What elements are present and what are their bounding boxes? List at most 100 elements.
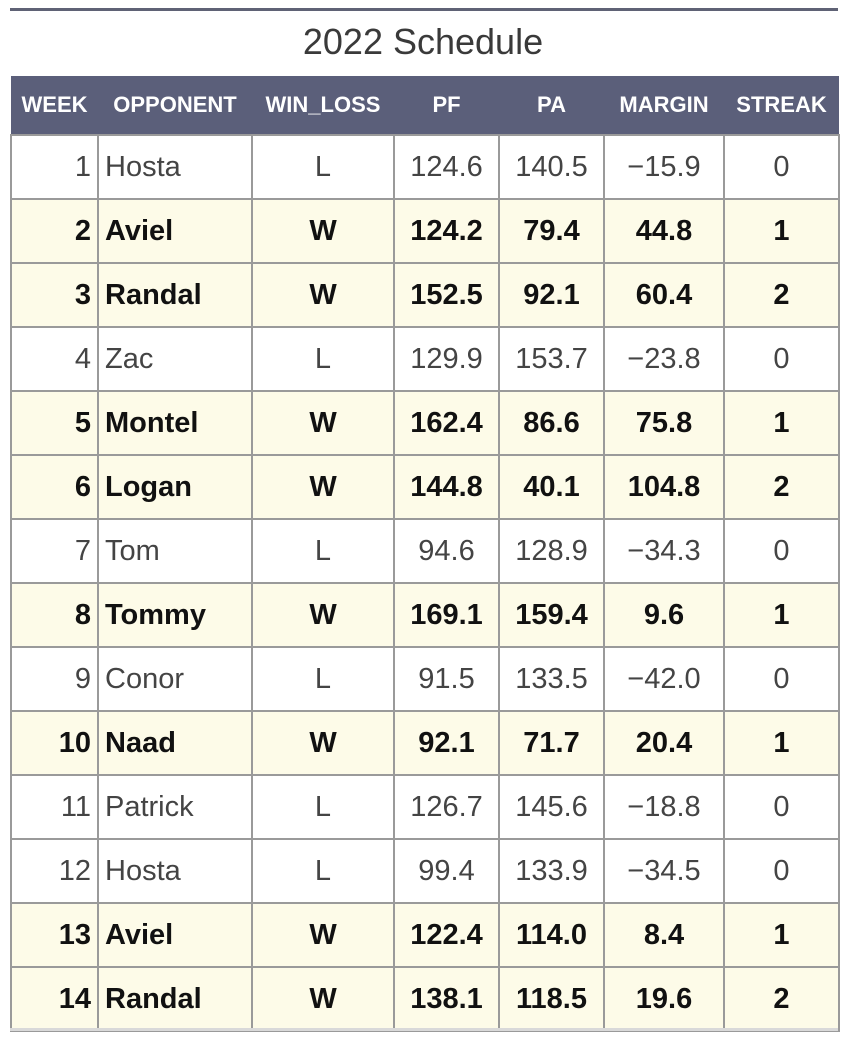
- pa-cell: 118.5: [498, 966, 605, 1032]
- pf-cell: 124.6: [393, 134, 500, 200]
- opponent-cell: Randal: [97, 966, 253, 1032]
- pa-cell: 133.5: [498, 646, 605, 712]
- margin-cell: −34.3: [603, 518, 725, 584]
- week-cell: 5: [10, 390, 99, 456]
- column-header-pa[interactable]: PA: [499, 76, 604, 135]
- margin-cell: −34.5: [603, 838, 725, 904]
- margin-cell: −42.0: [603, 646, 725, 712]
- week-cell: 2: [10, 198, 99, 264]
- bottom-divider: [10, 1028, 838, 1031]
- table-row: 2 Aviel W 124.2 79.4 44.8 1: [10, 198, 840, 264]
- margin-cell: 19.6: [603, 966, 725, 1032]
- streak-cell: 1: [723, 390, 840, 456]
- pa-cell: 159.4: [498, 582, 605, 648]
- streak-cell: 0: [723, 326, 840, 392]
- win-loss-cell: L: [251, 838, 395, 904]
- opponent-cell: Randal: [97, 262, 253, 328]
- win-loss-cell: W: [251, 710, 395, 776]
- opponent-cell: Montel: [97, 390, 253, 456]
- pf-cell: 138.1: [393, 966, 500, 1032]
- opponent-cell: Hosta: [97, 134, 253, 200]
- pa-cell: 128.9: [498, 518, 605, 584]
- win-loss-cell: W: [251, 390, 395, 456]
- win-loss-cell: W: [251, 198, 395, 264]
- pa-cell: 71.7: [498, 710, 605, 776]
- column-header-margin[interactable]: MARGIN: [604, 76, 724, 135]
- pa-cell: 92.1: [498, 262, 605, 328]
- table-row: 3 Randal W 152.5 92.1 60.4 2: [10, 262, 840, 328]
- streak-cell: 0: [723, 646, 840, 712]
- pf-cell: 129.9: [393, 326, 500, 392]
- streak-cell: 2: [723, 262, 840, 328]
- margin-cell: −18.8: [603, 774, 725, 840]
- table-row: 5 Montel W 162.4 86.6 75.8 1: [10, 390, 840, 456]
- win-loss-cell: L: [251, 518, 395, 584]
- table-row: 7 Tom L 94.6 128.9 −34.3 0: [10, 518, 840, 584]
- pf-cell: 144.8: [393, 454, 500, 520]
- table-row: 11 Patrick L 126.7 145.6 −18.8 0: [10, 774, 840, 840]
- pf-cell: 92.1: [393, 710, 500, 776]
- win-loss-cell: W: [251, 582, 395, 648]
- week-cell: 10: [10, 710, 99, 776]
- pf-cell: 126.7: [393, 774, 500, 840]
- win-loss-cell: L: [251, 774, 395, 840]
- streak-cell: 1: [723, 710, 840, 776]
- win-loss-cell: W: [251, 966, 395, 1032]
- pa-cell: 133.9: [498, 838, 605, 904]
- opponent-cell: Logan: [97, 454, 253, 520]
- column-header-win-loss[interactable]: WIN_LOSS: [252, 76, 394, 135]
- table-row: 6 Logan W 144.8 40.1 104.8 2: [10, 454, 840, 520]
- table-body: 1 Hosta L 124.6 140.5 −15.9 0 2 Aviel W 124.2 79.4 4…: [10, 134, 840, 1032]
- streak-cell: 0: [723, 518, 840, 584]
- opponent-cell: Patrick: [97, 774, 253, 840]
- week-cell: 4: [10, 326, 99, 392]
- win-loss-cell: L: [251, 646, 395, 712]
- column-header-pf[interactable]: PF: [394, 76, 499, 135]
- margin-cell: 104.8: [603, 454, 725, 520]
- week-cell: 7: [10, 518, 99, 584]
- week-cell: 13: [10, 902, 99, 968]
- opponent-cell: Aviel: [97, 902, 253, 968]
- pf-cell: 162.4: [393, 390, 500, 456]
- column-header-week[interactable]: WEEK: [11, 76, 98, 135]
- week-cell: 11: [10, 774, 99, 840]
- column-header-streak[interactable]: STREAK: [724, 76, 839, 135]
- table-row: 4 Zac L 129.9 153.7 −23.8 0: [10, 326, 840, 392]
- week-cell: 9: [10, 646, 99, 712]
- week-cell: 3: [10, 262, 99, 328]
- pa-cell: 40.1: [498, 454, 605, 520]
- table-row: 9 Conor L 91.5 133.5 −42.0 0: [10, 646, 840, 712]
- pa-cell: 114.0: [498, 902, 605, 968]
- week-cell: 12: [10, 838, 99, 904]
- margin-cell: 44.8: [603, 198, 725, 264]
- column-header-opponent[interactable]: OPPONENT: [98, 76, 252, 135]
- streak-cell: 0: [723, 774, 840, 840]
- header-row: WEEK OPPONENT WIN_LOSS PF PA MARGIN STRE…: [11, 76, 839, 135]
- win-loss-cell: L: [251, 326, 395, 392]
- opponent-cell: Zac: [97, 326, 253, 392]
- pa-cell: 145.6: [498, 774, 605, 840]
- margin-cell: −15.9: [603, 134, 725, 200]
- streak-cell: 2: [723, 454, 840, 520]
- win-loss-cell: W: [251, 902, 395, 968]
- opponent-cell: Tommy: [97, 582, 253, 648]
- margin-cell: −23.8: [603, 326, 725, 392]
- win-loss-cell: W: [251, 454, 395, 520]
- streak-cell: 1: [723, 198, 840, 264]
- table-row: 8 Tommy W 169.1 159.4 9.6 1: [10, 582, 840, 648]
- week-cell: 6: [10, 454, 99, 520]
- margin-cell: 9.6: [603, 582, 725, 648]
- week-cell: 8: [10, 582, 99, 648]
- streak-cell: 1: [723, 902, 840, 968]
- margin-cell: 20.4: [603, 710, 725, 776]
- pf-cell: 169.1: [393, 582, 500, 648]
- win-loss-cell: L: [251, 134, 395, 200]
- streak-cell: 1: [723, 582, 840, 648]
- top-divider: [10, 8, 838, 11]
- margin-cell: 60.4: [603, 262, 725, 328]
- opponent-cell: Aviel: [97, 198, 253, 264]
- opponent-cell: Tom: [97, 518, 253, 584]
- pf-cell: 91.5: [393, 646, 500, 712]
- pa-cell: 153.7: [498, 326, 605, 392]
- pa-cell: 140.5: [498, 134, 605, 200]
